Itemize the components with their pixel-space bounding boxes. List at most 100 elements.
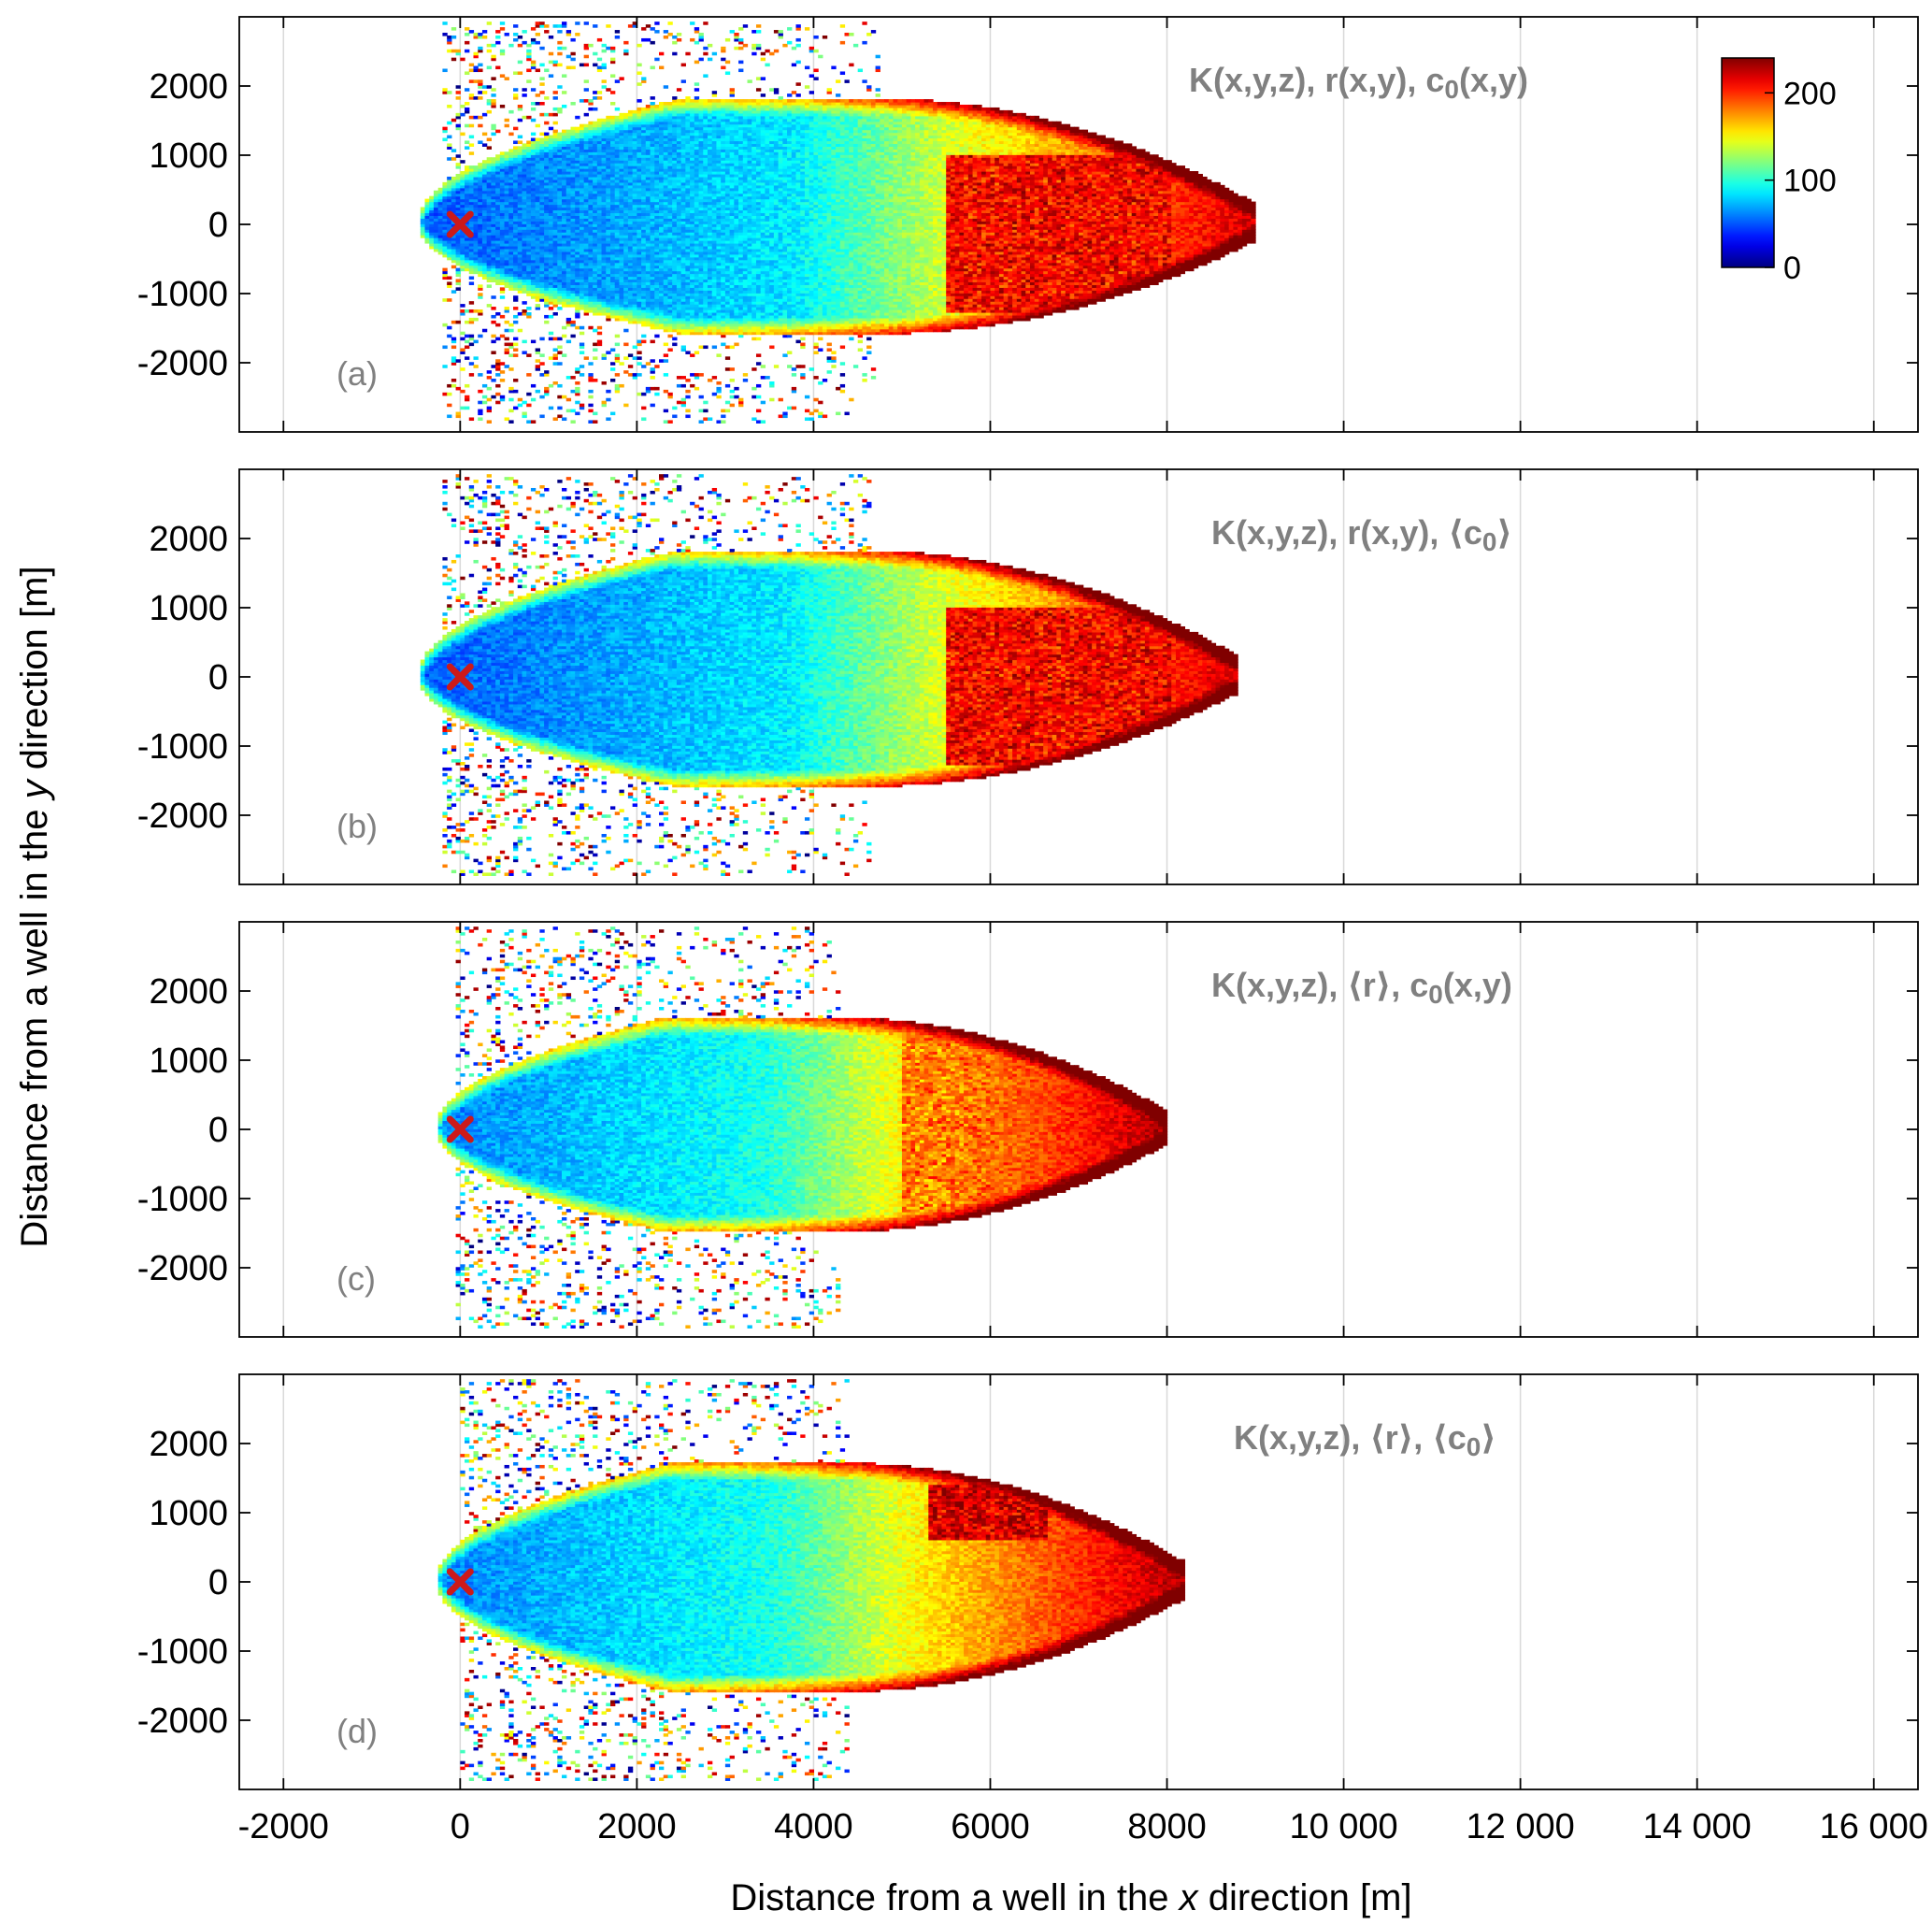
heatmap-cell (442, 267, 448, 272)
heatmap-cell (517, 198, 523, 203)
heatmap-cell (451, 290, 457, 294)
heatmap-cell (570, 242, 576, 247)
heatmap-cell (614, 242, 621, 247)
heatmap-cell (504, 273, 509, 278)
heatmap-cell (663, 102, 669, 106)
heatmap-cell (707, 379, 713, 382)
heatmap-cell (460, 215, 465, 219)
heatmap-cell (526, 265, 532, 269)
heatmap-cell (447, 204, 452, 208)
heatmap-cell (478, 201, 483, 206)
heatmap-cell (623, 215, 629, 219)
heatmap-cell (659, 207, 665, 211)
heatmap-cell (420, 209, 426, 214)
heatmap-cell (641, 256, 647, 261)
heatmap-cell (711, 201, 718, 206)
heatmap-cell (663, 209, 669, 214)
heatmap-cell (442, 181, 448, 186)
heatmap-cell (637, 281, 642, 285)
heatmap-cell (478, 171, 483, 175)
heatmap-cell (685, 395, 691, 399)
heatmap-cell (659, 132, 665, 136)
heatmap-cell (721, 284, 726, 288)
heatmap-cell (707, 270, 713, 275)
heatmap-cell (698, 137, 704, 142)
heatmap-cell (478, 163, 483, 166)
heatmap-cell (499, 201, 506, 206)
heatmap-cell (562, 160, 567, 164)
heatmap-cell (606, 293, 611, 296)
heatmap-cell (623, 179, 629, 183)
heatmap-cell (721, 270, 726, 275)
heatmap-cell (721, 311, 726, 316)
heatmap-cell (596, 301, 603, 305)
heatmap-cell (627, 242, 634, 247)
heatmap-cell (517, 163, 523, 166)
heatmap-cell (676, 160, 682, 164)
heatmap-cell (690, 242, 695, 247)
heatmap-cell (690, 279, 695, 283)
heatmap-cell (478, 176, 483, 180)
heatmap-cell (680, 348, 686, 352)
heatmap-cell (491, 126, 496, 131)
heatmap-cell (680, 193, 686, 197)
heatmap-cell (579, 149, 585, 152)
heatmap-cell (623, 242, 629, 247)
heatmap-cell (698, 328, 704, 333)
heatmap-cell (623, 262, 629, 266)
heatmap-cell (610, 253, 616, 258)
heatmap-cell (468, 267, 475, 272)
heatmap-cell (575, 411, 580, 416)
heatmap-cell (447, 276, 452, 280)
heatmap-cell (690, 181, 695, 186)
heatmap-cell (685, 226, 691, 230)
heatmap-cell (716, 132, 722, 136)
heatmap-cell (627, 307, 634, 310)
heatmap-cell (468, 181, 475, 186)
heatmap-cell (530, 212, 537, 216)
heatmap-cell (535, 40, 540, 45)
heatmap-cell (601, 212, 607, 216)
heatmap-cell (659, 204, 665, 208)
heatmap-cell (593, 198, 598, 203)
heatmap-cell (548, 276, 554, 280)
heatmap-cell (535, 270, 540, 275)
heatmap-cell (685, 309, 691, 313)
heatmap-cell (517, 195, 523, 200)
heatmap-cell (575, 256, 580, 261)
heatmap-cell (522, 154, 527, 158)
heatmap-cell (601, 248, 607, 252)
heatmap-cell (557, 276, 563, 280)
heatmap-cell (716, 135, 722, 139)
heatmap-cell (667, 143, 673, 147)
heatmap-cell (437, 212, 444, 216)
heatmap-cell (481, 221, 488, 224)
heatmap-cell (606, 267, 611, 272)
heatmap-cell (672, 223, 678, 227)
heatmap-cell (535, 226, 540, 230)
heatmap-cell (721, 223, 726, 227)
heatmap-cell (465, 334, 470, 338)
heatmap-cell (606, 190, 611, 194)
heatmap-cell (694, 96, 700, 100)
heatmap-cell (632, 293, 637, 296)
heatmap-cell (659, 273, 665, 278)
heatmap-cell (650, 284, 655, 288)
heatmap-cell (645, 235, 651, 238)
heatmap-cell (623, 163, 629, 166)
heatmap-cell (654, 112, 660, 117)
heatmap-cell (711, 251, 718, 255)
heatmap-cell (583, 215, 589, 219)
heatmap-cell (707, 129, 713, 134)
heatmap-cell (552, 215, 558, 219)
heatmap-cell (517, 71, 523, 76)
heatmap-cell (508, 259, 514, 264)
heatmap-cell (694, 295, 700, 299)
heatmap-cell (637, 237, 642, 241)
heatmap-cell (499, 248, 506, 252)
heatmap-cell (544, 237, 550, 241)
heatmap-cell (690, 212, 695, 216)
heatmap-cell (667, 140, 673, 145)
heatmap-cell (517, 201, 523, 206)
heatmap-cell (716, 99, 722, 103)
